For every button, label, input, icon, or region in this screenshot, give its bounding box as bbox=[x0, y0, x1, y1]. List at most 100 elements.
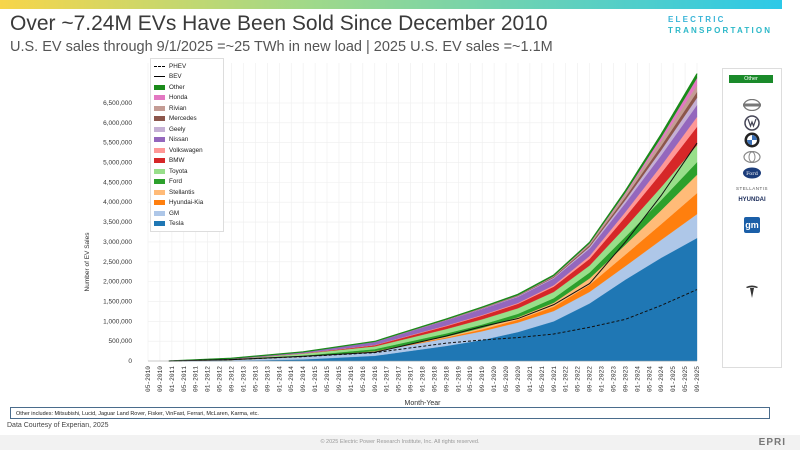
legend-item: Honda bbox=[154, 93, 220, 104]
legend-label: Hyundai-Kia bbox=[169, 199, 204, 207]
x-tick-label: 05-2020 bbox=[503, 366, 510, 392]
x-tick-label: 01-2015 bbox=[312, 366, 319, 392]
x-tick-label: 01-2024 bbox=[634, 366, 641, 392]
legend-color-swatch bbox=[154, 137, 165, 143]
x-tick-label: 09-2022 bbox=[587, 366, 594, 392]
y-tick-label: 5,000,000 bbox=[103, 160, 132, 167]
x-tick-label: 05-2024 bbox=[646, 366, 653, 392]
x-tick-label: 09-2021 bbox=[551, 366, 558, 392]
legend-item: BMW bbox=[154, 156, 220, 167]
legend-item: GM bbox=[154, 208, 220, 219]
other-footnote: Other includes: Mitsubishi, Lucid, Jagua… bbox=[10, 407, 770, 419]
nissan-logo bbox=[742, 98, 762, 113]
y-tick-label: 3,500,000 bbox=[103, 219, 132, 226]
legend-color-swatch bbox=[154, 95, 165, 101]
legend-item: BEV bbox=[154, 72, 220, 83]
brand-logo-column: Other Ford STELLANTIS HYUNDAI gm bbox=[722, 68, 782, 368]
legend-label: GM bbox=[169, 209, 180, 217]
y-tick-label: 2,000,000 bbox=[103, 279, 132, 286]
legend-item: PHEV bbox=[154, 61, 220, 72]
legend-color-swatch bbox=[154, 179, 165, 185]
bmw-logo bbox=[744, 132, 760, 150]
y-tick-label: 5,500,000 bbox=[103, 140, 132, 147]
page-title: Over ~7.24M EVs Have Been Sold Since Dec… bbox=[10, 12, 548, 35]
brand-line-1: ELECTRIC bbox=[668, 15, 726, 24]
y-tick-label: 3,000,000 bbox=[103, 239, 132, 246]
legend-label: Nissan bbox=[169, 136, 189, 144]
x-tick-label: 09-2014 bbox=[300, 366, 307, 392]
legend-item: Mercedes bbox=[154, 114, 220, 125]
data-source: Data Courtesy of Experian, 2025 bbox=[7, 422, 109, 429]
x-tick-label: 01-2018 bbox=[420, 366, 427, 392]
x-tick-label: 05-2014 bbox=[288, 366, 295, 392]
line-bev bbox=[168, 142, 698, 362]
y-tick-label: 4,500,000 bbox=[103, 179, 132, 186]
legend-label: Toyota bbox=[169, 167, 188, 175]
legend-color-swatch bbox=[154, 126, 165, 132]
x-tick-label: 09-2024 bbox=[658, 366, 665, 392]
x-tick-label: 09-2019 bbox=[479, 366, 486, 392]
volkswagen-logo bbox=[744, 115, 760, 133]
x-tick-label: 05-2015 bbox=[324, 366, 331, 392]
x-tick-label: 05-2021 bbox=[539, 366, 546, 392]
brand-line-2: TRANSPORTATION bbox=[668, 26, 773, 35]
legend-item: Hyundai-Kia bbox=[154, 198, 220, 209]
x-tick-label: 05-2010 bbox=[145, 366, 152, 392]
stellantis-logo: STELLANTIS bbox=[735, 186, 769, 191]
legend-color-swatch bbox=[154, 168, 165, 174]
legend-item: Tesla bbox=[154, 219, 220, 230]
legend-color-swatch bbox=[154, 116, 165, 122]
x-tick-label: 01-2019 bbox=[455, 366, 462, 392]
y-axis-label: Number of EV Sales bbox=[84, 232, 91, 292]
legend-item: Ford bbox=[154, 177, 220, 188]
x-tick-label: 05-2012 bbox=[217, 366, 224, 392]
x-tick-label: 01-2013 bbox=[240, 366, 247, 392]
stacked-area-chart: 0 500,000 1,000,000 1,500,000 2,000,000 2,500… bbox=[84, 63, 701, 407]
footer: © 2025 Electric Power Research Institute… bbox=[0, 435, 800, 450]
legend-item: Geely bbox=[154, 124, 220, 135]
legend-label: Stellantis bbox=[169, 188, 195, 196]
x-tick-label: 09-2011 bbox=[193, 366, 200, 392]
legend-color-swatch bbox=[154, 105, 165, 111]
legend-label: BMW bbox=[169, 157, 185, 165]
legend-item: Nissan bbox=[154, 135, 220, 146]
legend-item: Rivian bbox=[154, 103, 220, 114]
x-tick-label: 09-2023 bbox=[622, 366, 629, 392]
copyright: © 2025 Electric Power Research Institute… bbox=[320, 439, 480, 445]
y-tick-label: 2,500,000 bbox=[103, 259, 132, 266]
epri-logo: EPRI bbox=[758, 437, 786, 448]
legend-label: Mercedes bbox=[169, 115, 197, 123]
y-tick-label: 6,500,000 bbox=[103, 100, 132, 107]
x-tick-label: 01-2014 bbox=[276, 366, 283, 392]
legend-label: PHEV bbox=[169, 62, 187, 70]
y-tick-label: 500,000 bbox=[109, 338, 133, 345]
x-tick-label: 05-2018 bbox=[431, 366, 438, 392]
legend-color-swatch bbox=[154, 189, 165, 195]
x-tick-label: 05-2022 bbox=[575, 366, 582, 392]
x-tick-label: 05-2025 bbox=[682, 366, 689, 392]
y-tick-label: 1,500,000 bbox=[103, 298, 132, 305]
x-tick-label: 09-2018 bbox=[443, 366, 450, 392]
legend-color-swatch bbox=[154, 221, 165, 227]
x-tick-label: 05-2023 bbox=[610, 366, 617, 392]
hyundai-logo: HYUNDAI bbox=[738, 197, 766, 203]
x-tick-label: 01-2023 bbox=[599, 366, 606, 392]
x-tick-label: 05-2017 bbox=[396, 366, 403, 392]
x-tick-label: 05-2019 bbox=[467, 366, 474, 392]
legend-label: Tesla bbox=[169, 220, 184, 228]
legend-color-swatch bbox=[154, 147, 165, 153]
legend-label: Volkswagen bbox=[169, 146, 203, 154]
x-tick-label: 01-2012 bbox=[205, 366, 212, 392]
svg-text:Ford: Ford bbox=[746, 171, 759, 177]
x-tick-label: 05-2013 bbox=[252, 366, 259, 392]
x-tick-label: 09-2025 bbox=[694, 366, 701, 392]
legend-label: Honda bbox=[169, 94, 188, 102]
toyota-logo bbox=[743, 150, 761, 165]
x-tick-label: 01-2025 bbox=[670, 366, 677, 392]
tesla-logo bbox=[744, 284, 760, 302]
x-axis-label: Month-Year bbox=[405, 400, 442, 407]
legend-item: Toyota bbox=[154, 166, 220, 177]
legend-item: Stellantis bbox=[154, 187, 220, 198]
total-outline bbox=[168, 73, 698, 362]
y-tick-label: 4,000,000 bbox=[103, 199, 132, 206]
